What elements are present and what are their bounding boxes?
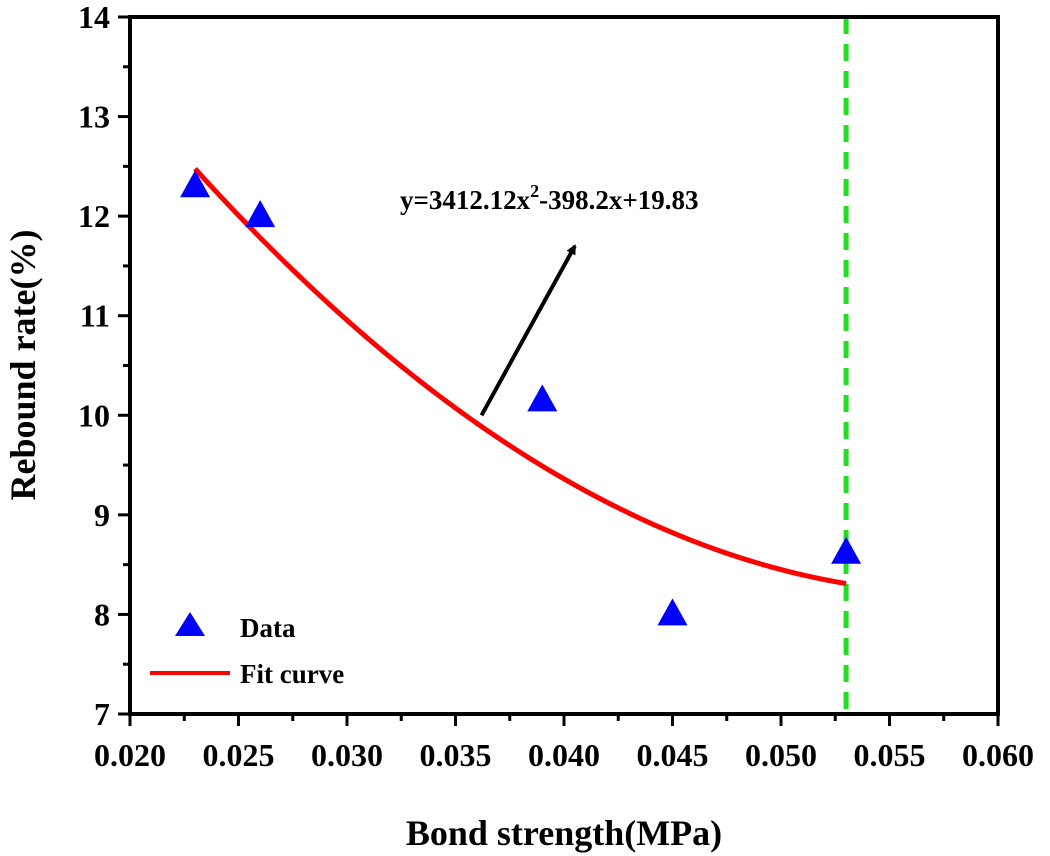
annotation-arrow (479, 244, 577, 417)
y-tick-label: 11 (80, 298, 110, 334)
y-tick-label: 7 (94, 696, 110, 732)
data-point (831, 536, 862, 564)
plot-frame (128, 15, 1000, 716)
x-tick-label: 0.020 (94, 737, 166, 773)
y-tick-label: 9 (94, 497, 110, 533)
x-tick-label: 0.060 (962, 737, 1034, 773)
legend-triangle-marker (175, 612, 205, 636)
y-tick-label: 8 (94, 596, 110, 632)
legend: Data Fit curve (150, 612, 344, 689)
x-tick-label: 0.055 (854, 737, 926, 773)
x-tick-label: 0.030 (311, 737, 383, 773)
data-point (527, 384, 558, 412)
fit-equation: y=3412.12x2-398.2x+19.83 (400, 181, 699, 215)
fit-curve-layer (193, 167, 847, 587)
data-point (245, 200, 276, 228)
data-points-layer (180, 170, 862, 626)
x-axis-label: Bond strength(MPa) (406, 813, 722, 853)
annotation-layer: y=3412.12x2-398.2x+19.83 (400, 181, 699, 417)
x-tick-label: 0.050 (745, 737, 817, 773)
legend-label-data: Data (240, 613, 296, 643)
data-point (657, 598, 688, 626)
legend-label-fit: Fit curve (240, 659, 344, 689)
y-axis-label: Rebound rate(%) (3, 230, 43, 501)
y-tick-label: 10 (78, 397, 110, 433)
x-tick-label: 0.025 (203, 737, 275, 773)
y-tick-label: 14 (78, 0, 110, 35)
x-tick-label: 0.035 (420, 737, 492, 773)
fit-curve-line (193, 167, 847, 587)
x-tick-label: 0.045 (637, 737, 709, 773)
x-tick-label: 0.040 (528, 737, 600, 773)
data-point (180, 170, 211, 198)
axis-ticks: 0.020 0.025 0.030 0.035 0.040 0.045 0.050 0.055… (78, 0, 1034, 773)
y-tick-label: 13 (78, 99, 110, 135)
y-tick-label: 12 (78, 198, 110, 234)
